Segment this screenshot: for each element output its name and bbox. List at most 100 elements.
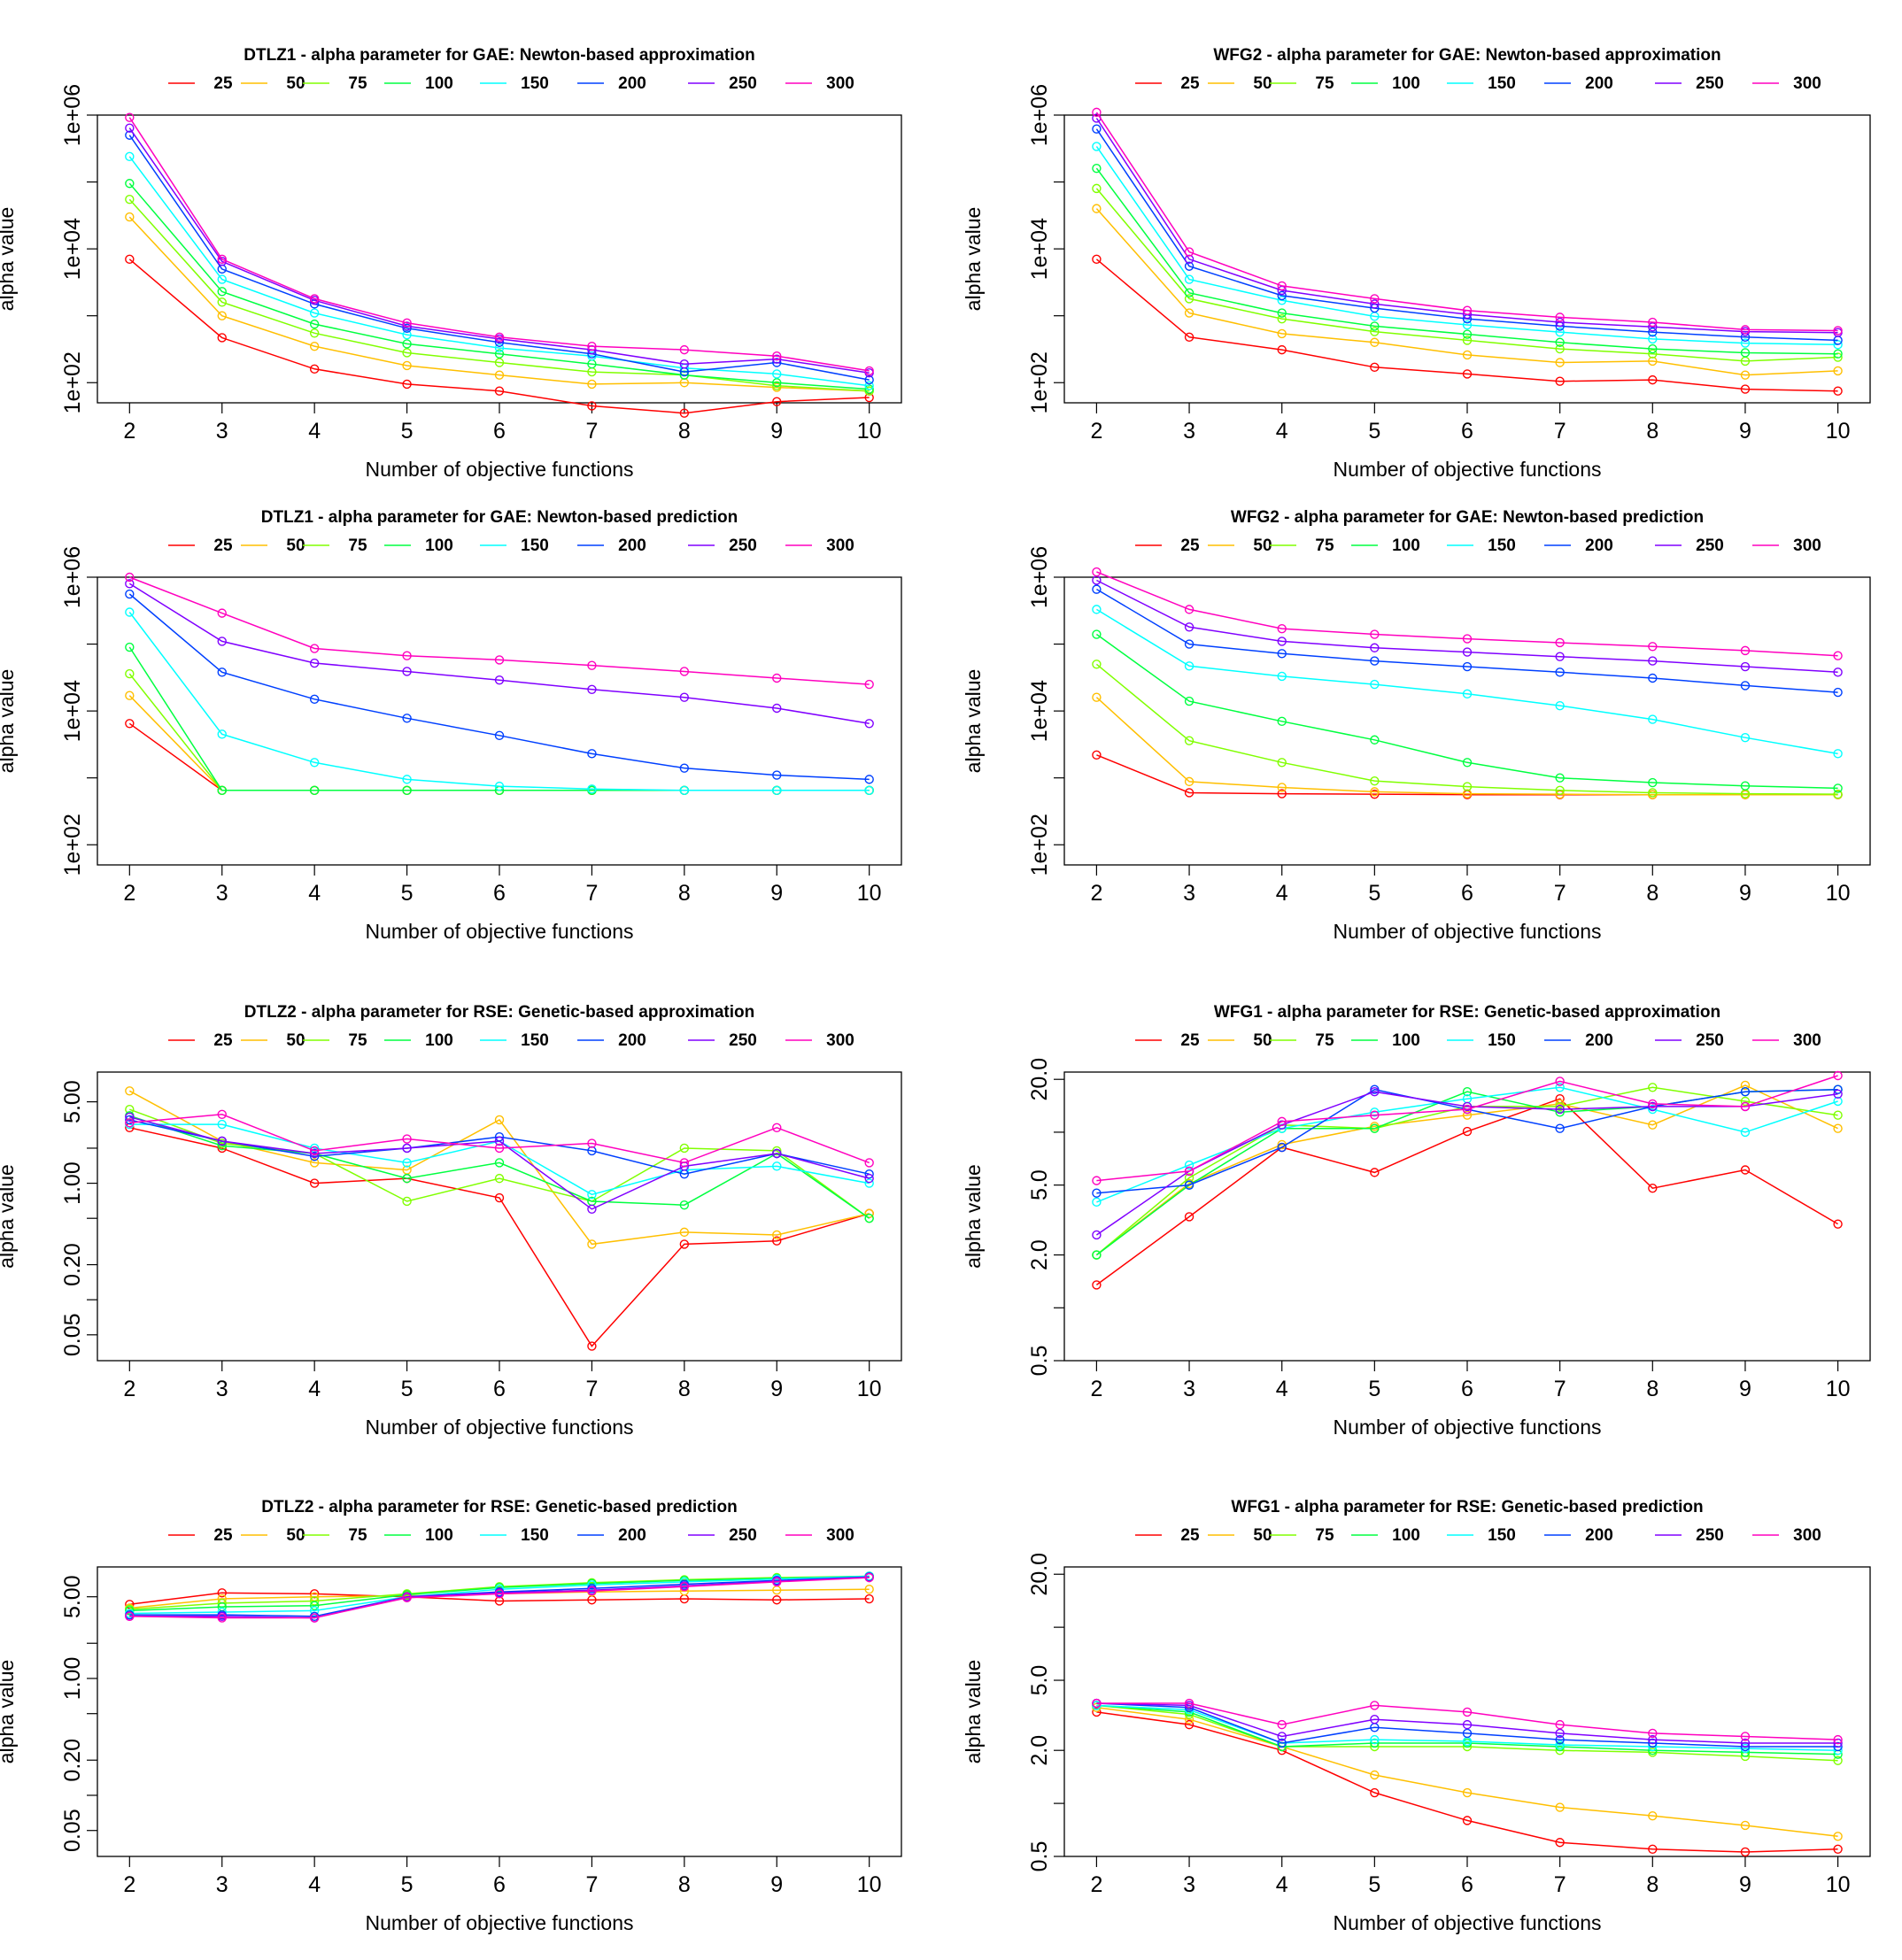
y-tick-label: 1e+06 <box>1027 546 1052 608</box>
data-point <box>587 1239 597 1249</box>
series-line-250 <box>1095 1091 1838 1236</box>
series-line-200 <box>1095 128 1838 342</box>
data-point <box>1462 305 1473 315</box>
x-axis-label: Number of objective functions <box>1334 458 1602 481</box>
data-point <box>864 1572 874 1583</box>
data-point <box>494 730 505 741</box>
data-point <box>217 1613 227 1623</box>
data-point <box>1462 336 1473 345</box>
data-point <box>679 667 690 676</box>
x-tick-label: 4 <box>308 881 321 906</box>
data-point <box>679 359 690 369</box>
y-tick-label: 0.5 <box>1027 1346 1052 1377</box>
data-point <box>864 719 874 729</box>
data-point <box>1277 1116 1287 1127</box>
data-point <box>1092 584 1102 594</box>
data-point <box>1277 716 1287 727</box>
data-point <box>1092 107 1102 118</box>
legend-entry: 150 <box>521 1031 549 1050</box>
data-point <box>1555 700 1565 711</box>
data-point <box>1648 374 1658 385</box>
data-point <box>1740 732 1751 743</box>
data-point <box>402 379 412 390</box>
series-line-25 <box>1096 754 1838 796</box>
data-point <box>679 1200 690 1210</box>
legend-entry: 200 <box>618 1526 646 1545</box>
data-point <box>1555 652 1565 661</box>
data-point <box>494 781 505 791</box>
x-tick-label: 4 <box>1276 419 1288 444</box>
data-point <box>1555 1083 1565 1092</box>
data-point <box>1092 750 1102 760</box>
x-tick-label: 10 <box>1826 1872 1851 1897</box>
data-point <box>1277 1738 1287 1748</box>
data-point <box>587 1190 597 1200</box>
data-point <box>772 1146 782 1156</box>
data-point <box>217 311 227 320</box>
y-tick-label: 0.05 <box>60 1313 85 1356</box>
data-point <box>1370 299 1380 309</box>
y-axis-label: alpha value <box>0 207 18 312</box>
data-point <box>217 785 227 796</box>
x-tick-label: 10 <box>857 419 882 444</box>
legend-entry: 200 <box>618 1031 646 1050</box>
data-point <box>1740 1847 1751 1857</box>
data-point <box>1370 1770 1380 1780</box>
data-point <box>1648 777 1658 788</box>
x-tick-label: 8 <box>678 419 691 444</box>
data-point <box>125 1118 135 1128</box>
x-tick-label: 8 <box>678 1377 691 1401</box>
data-point <box>1555 358 1565 367</box>
data-point <box>587 684 597 694</box>
y-tick-label: 0.5 <box>1027 1841 1052 1872</box>
legend-entry: 75 <box>1315 74 1334 93</box>
legend-entry: 300 <box>826 536 854 555</box>
data-point <box>494 1158 505 1168</box>
data-point <box>1184 332 1195 342</box>
y-axis-label: alpha value <box>0 669 18 774</box>
x-tick-label: 8 <box>678 1872 691 1897</box>
data-point <box>309 1148 320 1159</box>
legend-entry: 50 <box>1253 1526 1272 1545</box>
data-point <box>309 785 320 796</box>
x-axis-label: Number of objective functions <box>366 920 634 943</box>
data-point <box>1740 1738 1751 1748</box>
legend-entry: 100 <box>425 74 453 93</box>
series-line-250 <box>1095 118 1838 334</box>
data-point <box>864 1213 874 1223</box>
x-tick-label: 7 <box>585 419 598 444</box>
data-point <box>1555 337 1565 347</box>
legend-entry: 150 <box>521 1526 549 1545</box>
data-point <box>1277 783 1287 792</box>
data-point <box>494 655 505 665</box>
data-point <box>679 785 690 796</box>
y-tick-label: 1e+02 <box>60 351 85 413</box>
data-point <box>1555 637 1565 648</box>
data-point <box>125 254 135 265</box>
y-axis-label: alpha value <box>962 669 985 774</box>
data-point <box>125 691 135 700</box>
series-line-250 <box>128 583 870 725</box>
x-tick-label: 8 <box>1646 1377 1658 1401</box>
series-line-100 <box>1096 1704 1838 1756</box>
data-point <box>1277 313 1287 324</box>
data-point <box>1740 781 1751 791</box>
data-point <box>1648 1083 1658 1092</box>
data-point <box>125 719 135 729</box>
data-point <box>1740 1127 1751 1138</box>
data-point <box>679 763 690 773</box>
data-point <box>772 785 782 796</box>
x-tick-label: 6 <box>493 419 506 444</box>
series-line-75 <box>1095 1086 1838 1256</box>
data-point <box>864 775 874 784</box>
data-point <box>1462 647 1473 657</box>
data-point <box>1370 679 1380 690</box>
data-point <box>1370 337 1380 347</box>
data-point <box>402 651 412 660</box>
data-point <box>125 1112 135 1123</box>
data-point <box>1462 369 1473 379</box>
data-point <box>772 1230 782 1240</box>
legend-entry: 25 <box>1180 536 1200 555</box>
series-line-50 <box>1096 1707 1838 1838</box>
data-point <box>217 1143 227 1154</box>
